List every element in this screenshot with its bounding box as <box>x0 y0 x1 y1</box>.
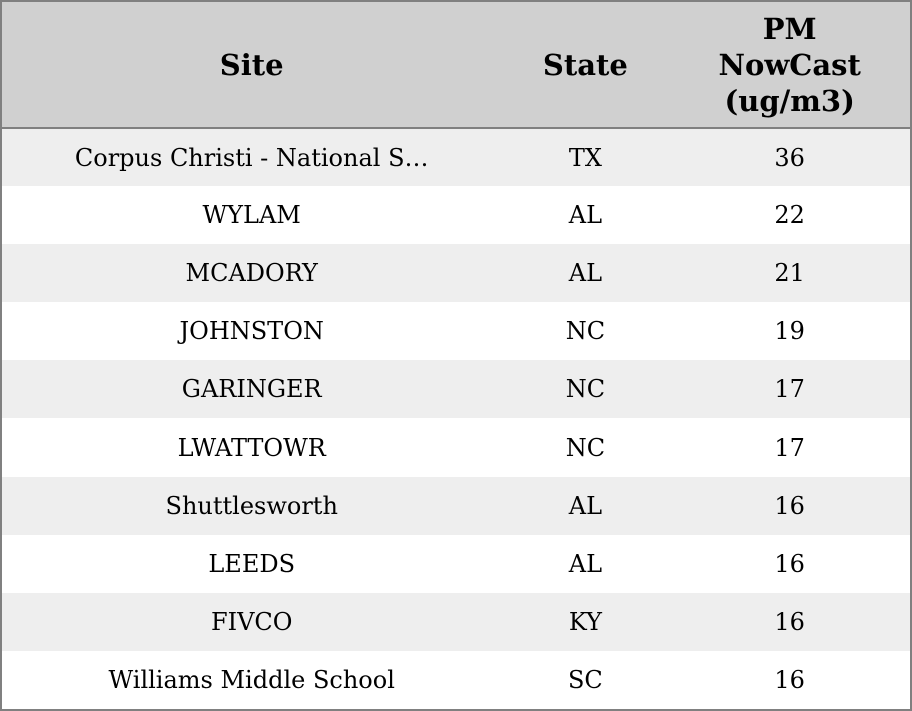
pm-cell: 17 <box>774 375 805 404</box>
state-cell: NC <box>565 317 606 346</box>
pm-cell: 16 <box>774 549 805 578</box>
site-cell: JOHNSTON <box>179 317 324 346</box>
pm-cell: 16 <box>774 607 805 636</box>
pm-cell: 36 <box>774 143 805 172</box>
column-header-state: State <box>501 2 670 129</box>
table-row: MCADORY AL 21 <box>2 244 910 303</box>
table-body: Corpus Christi - National S… TX 36 WYLAM… <box>2 128 910 709</box>
table-row: LEEDS AL 16 <box>2 534 910 593</box>
table-row: GARINGER NC 17 <box>2 360 910 419</box>
site-cell: Shuttlesworth <box>165 491 338 520</box>
state-cell: AL <box>568 259 603 288</box>
site-cell: GARINGER <box>181 375 322 404</box>
table-row: LWATTOWR NC 17 <box>2 418 910 477</box>
state-cell: NC <box>565 375 606 404</box>
state-cell: NC <box>565 433 606 462</box>
pm-cell: 19 <box>774 317 805 346</box>
site-cell: MCADORY <box>185 259 318 288</box>
site-cell: Williams Middle School <box>108 665 395 694</box>
state-cell: SC <box>567 665 603 694</box>
table-header-row: Site State PM NowCast (ug/m3) <box>2 2 910 129</box>
site-cell: Corpus Christi - National S… <box>74 143 429 172</box>
state-cell: TX <box>568 143 602 172</box>
table-row: JOHNSTON NC 19 <box>2 302 910 361</box>
table-row: WYLAM AL 22 <box>2 186 910 245</box>
table-row: Shuttlesworth AL 16 <box>2 476 910 535</box>
table-row: Corpus Christi - National S… TX 36 <box>2 128 910 187</box>
state-cell: AL <box>568 491 603 520</box>
column-header-site: Site <box>2 2 502 129</box>
state-cell: KY <box>568 607 602 636</box>
column-header-pm-nowcast: PM NowCast (ug/m3) <box>669 2 910 129</box>
pm-cell: 16 <box>774 491 805 520</box>
table-row: Williams Middle School SC 16 <box>2 650 910 709</box>
pm-cell: 16 <box>774 665 805 694</box>
site-cell: WYLAM <box>202 201 301 230</box>
pm-cell: 21 <box>774 259 805 288</box>
table-row: FIVCO KY 16 <box>2 592 910 651</box>
pm-cell: 22 <box>774 201 805 230</box>
state-cell: AL <box>568 201 603 230</box>
table-header: Site State PM NowCast (ug/m3) <box>2 2 910 129</box>
site-cell: FIVCO <box>210 607 293 636</box>
site-cell: LWATTOWR <box>177 433 326 462</box>
state-cell: AL <box>568 549 603 578</box>
pm-cell: 17 <box>774 433 805 462</box>
site-cell: LEEDS <box>208 549 296 578</box>
